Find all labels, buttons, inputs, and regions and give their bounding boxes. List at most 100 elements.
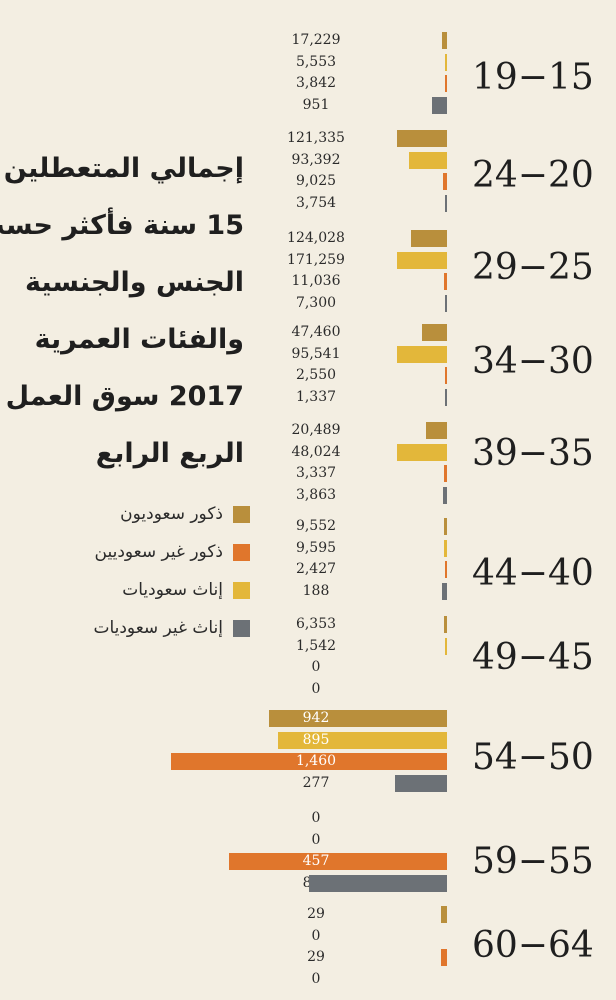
bar-54-50-s3 bbox=[394, 774, 447, 792]
bar-19-15-s2 bbox=[445, 75, 447, 93]
value-label: 1,460 bbox=[295, 753, 337, 770]
bar-34-30-s1 bbox=[397, 345, 447, 363]
value-label: 0 bbox=[311, 810, 321, 826]
age-group-label: 60−64 bbox=[472, 925, 594, 966]
bar-19-15-s3 bbox=[431, 96, 447, 114]
bar-44-40-s3 bbox=[441, 582, 447, 600]
bar-39-35-s1 bbox=[397, 443, 447, 461]
bar-44-40-s2 bbox=[445, 561, 447, 579]
bar-44-40-s1 bbox=[444, 539, 447, 557]
value-label: 48,024 bbox=[291, 443, 341, 460]
legend-item-saudi-female: إناث سعوديات bbox=[20, 571, 250, 609]
value-label: 3,754 bbox=[295, 194, 337, 211]
legend-label: ذكور سعوديون bbox=[120, 504, 223, 524]
value-label: 951 bbox=[302, 96, 330, 113]
bar-29-25-s2 bbox=[443, 273, 447, 291]
value-label: 0 bbox=[311, 659, 321, 676]
value-label: 5,553 bbox=[295, 53, 337, 70]
value-label: 9,595 bbox=[295, 539, 337, 556]
bar-39-35-s3 bbox=[442, 486, 447, 504]
age-group-label: 24−20 bbox=[472, 155, 594, 196]
value-label: 0 bbox=[311, 831, 321, 848]
title-line-3: الجنس والجنسية bbox=[25, 267, 244, 298]
bar-54-50-s2 bbox=[171, 753, 447, 771]
value-label: 95,541 bbox=[291, 345, 341, 362]
age-group-label: 39−35 bbox=[472, 433, 594, 474]
value-label: 457 bbox=[302, 853, 330, 870]
legend-swatch bbox=[233, 581, 250, 599]
bar-44-40-s0 bbox=[444, 518, 447, 535]
value-label: 29 bbox=[307, 949, 325, 966]
value-label: 20,489 bbox=[291, 422, 341, 438]
value-label: 121,335 bbox=[287, 130, 345, 146]
bar-49-45-s0 bbox=[444, 616, 447, 633]
legend-item-saudi-male: ذكور سعوديون bbox=[20, 495, 250, 533]
value-label: 942 bbox=[302, 710, 330, 726]
value-label: 47,460 bbox=[291, 324, 341, 340]
value-label: 1,337 bbox=[295, 388, 337, 405]
legend-label: إناث سعوديات bbox=[122, 580, 223, 600]
age-group-label: 49−45 bbox=[472, 637, 594, 678]
bar-24-20-s0 bbox=[397, 130, 447, 147]
legend-swatch bbox=[233, 505, 250, 523]
legend-swatch bbox=[233, 619, 250, 637]
title-line-2: 15 سنة فأكثر حسب bbox=[0, 210, 244, 241]
value-label: 9,025 bbox=[295, 173, 337, 190]
bar-24-20-s3 bbox=[445, 194, 447, 212]
bar-34-30-s3 bbox=[445, 388, 447, 406]
age-group-label: 54−50 bbox=[472, 737, 594, 778]
value-label: 3,863 bbox=[295, 486, 337, 503]
value-label: 11,036 bbox=[291, 273, 341, 290]
bar-34-30-s0 bbox=[422, 324, 447, 341]
bar-29-25-s1 bbox=[397, 251, 447, 269]
age-group-label: 59−55 bbox=[472, 841, 594, 882]
bar-39-35-s2 bbox=[443, 465, 447, 483]
bar-54-50-s1 bbox=[277, 731, 447, 749]
value-label: 2,550 bbox=[295, 367, 337, 384]
bar-19-15-s0 bbox=[442, 32, 447, 49]
age-group-label: 44−40 bbox=[472, 553, 594, 594]
value-label: 29 bbox=[307, 906, 325, 922]
value-label: 1,542 bbox=[295, 637, 337, 654]
bar-60-64-s2 bbox=[441, 949, 447, 967]
value-label: 188 bbox=[302, 582, 330, 599]
bar-59-55-s2 bbox=[228, 853, 447, 871]
title-line-1: إجمالي المتعطلين bbox=[3, 153, 244, 184]
chart-title: إجمالي المتعطلين 15 سنة فأكثر حسب الجنس … bbox=[0, 140, 244, 482]
legend-swatch bbox=[233, 543, 250, 561]
title-line-5: 2017 سوق العمل bbox=[5, 381, 244, 412]
value-label: 0 bbox=[311, 680, 321, 697]
value-label: 3,337 bbox=[295, 465, 337, 482]
bar-29-25-s0 bbox=[410, 230, 447, 247]
bar-54-50-s0 bbox=[268, 710, 447, 727]
bar-24-20-s2 bbox=[443, 173, 447, 191]
value-label: 6,353 bbox=[295, 616, 337, 632]
value-label: 17,229 bbox=[291, 32, 341, 48]
value-label: 277 bbox=[302, 774, 330, 791]
value-label: 2,427 bbox=[295, 561, 337, 578]
value-label: 124,028 bbox=[287, 230, 345, 246]
value-label: 171,259 bbox=[287, 251, 345, 268]
legend-item-nonsaudi-female: إناث غير سعوديات bbox=[20, 609, 250, 647]
bar-19-15-s1 bbox=[445, 53, 447, 71]
title-line-6: الربع الرابع bbox=[95, 438, 244, 469]
bar-59-55-s3 bbox=[309, 874, 447, 892]
value-label: 93,392 bbox=[291, 151, 341, 168]
bar-24-20-s1 bbox=[408, 151, 447, 169]
title-line-4: والفئات العمرية bbox=[34, 324, 244, 355]
value-label: 9,552 bbox=[295, 518, 337, 534]
legend-label: ذكور غير سعوديين bbox=[94, 542, 223, 562]
bar-39-35-s0 bbox=[425, 422, 447, 439]
legend-item-nonsaudi-male: ذكور غير سعوديين bbox=[20, 533, 250, 571]
legend: ذكور سعوديون ذكور غير سعوديين إناث سعودي… bbox=[20, 495, 250, 647]
age-group-label: 29−25 bbox=[472, 247, 594, 288]
bar-34-30-s2 bbox=[445, 367, 447, 385]
bar-29-25-s3 bbox=[444, 294, 447, 312]
age-group-label: 34−30 bbox=[472, 341, 594, 382]
legend-label: إناث غير سعوديات bbox=[93, 618, 223, 638]
value-label: 0 bbox=[311, 970, 321, 987]
age-group-label: 19−15 bbox=[472, 57, 594, 98]
value-label: 7,300 bbox=[295, 294, 337, 311]
value-label: 895 bbox=[302, 731, 330, 748]
